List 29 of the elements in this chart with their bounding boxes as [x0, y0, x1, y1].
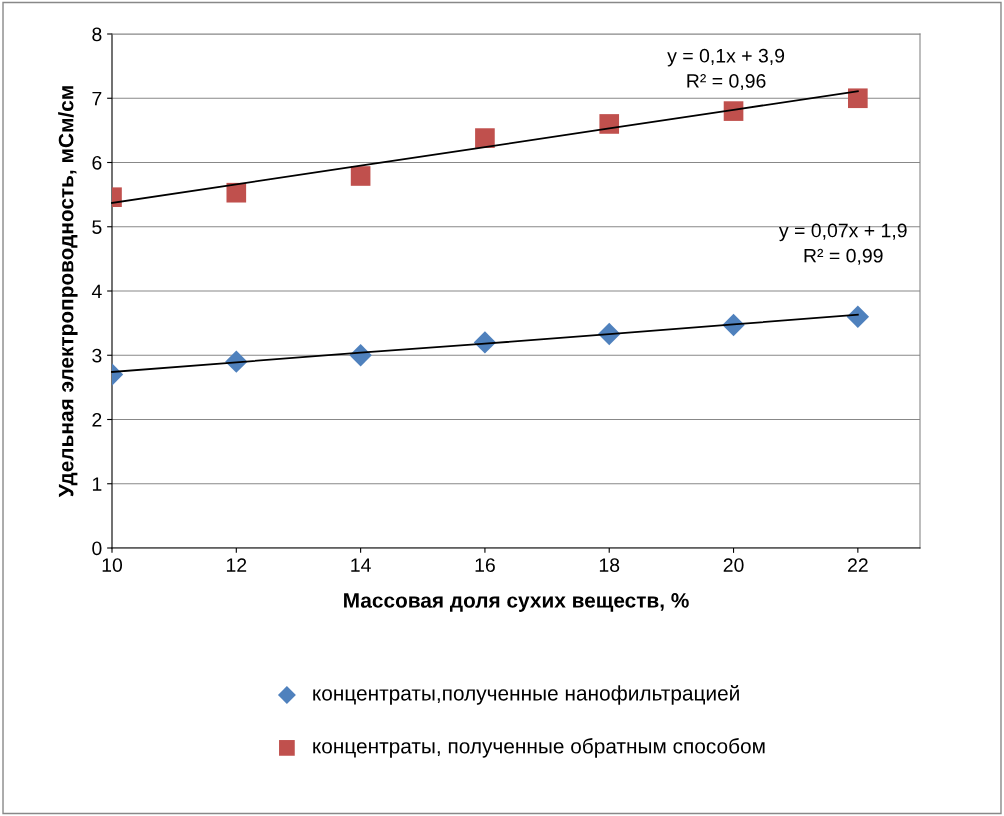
x-tick-label: 18: [599, 558, 620, 572]
legend-label: концентраты, полученные обратным способом: [313, 738, 765, 758]
y-axis-title: Удельная электропроводность, мСм/см: [58, 86, 78, 498]
x-tick-label: 10: [102, 558, 123, 572]
y-tick-label: 7: [92, 91, 102, 106]
y-tick-label: 5: [92, 220, 102, 234]
point: [846, 305, 870, 328]
y-tick-label: 6: [92, 155, 102, 170]
y-tick-label: 4: [91, 284, 102, 299]
annotation: y = 0,07x + 1,9 R² = 0,99: [778, 223, 907, 265]
legend-label: концентраты,полученные нанофильтрацией: [313, 684, 739, 705]
y-tick-label: 0: [92, 541, 102, 556]
x-tick-label: 22: [848, 558, 868, 572]
point: [848, 88, 868, 109]
annotation: y = 0,1x + 3,9 R² = 0,96: [667, 48, 785, 91]
y-tick-label: 2: [92, 412, 102, 427]
x-tick-label: 12: [226, 558, 247, 572]
point: [350, 166, 371, 186]
y-tick-label: 1: [92, 477, 102, 491]
y-tick-label: 3: [92, 348, 102, 363]
point: [475, 128, 495, 148]
x-tick-label: 20: [723, 558, 744, 572]
point: [599, 114, 620, 134]
x-tick-label: 14: [351, 558, 371, 572]
x-axis-title: Массовая доля сухих веществ, %: [344, 593, 689, 612]
x-tick-label: 16: [475, 558, 495, 572]
point: [226, 182, 247, 203]
y-tick-label: 8: [92, 27, 102, 42]
point: [723, 101, 744, 121]
